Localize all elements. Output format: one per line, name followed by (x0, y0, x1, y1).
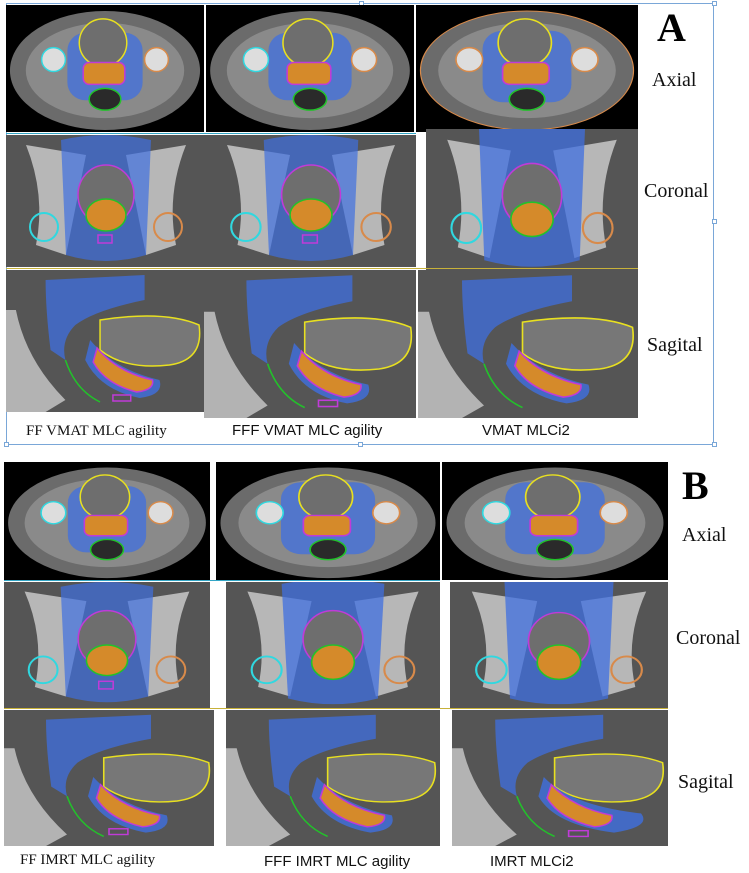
coronal-slice (6, 135, 206, 267)
panel-b-letter: B (682, 463, 709, 508)
ct-sagittal-a1 (6, 270, 204, 412)
ct-axial-b3 (442, 462, 668, 580)
caption-ff-vmat: FF VMAT MLC agility (26, 423, 167, 439)
sagittal-slice (4, 710, 214, 846)
panel-a-letter: A (657, 5, 686, 50)
resize-handle[interactable] (712, 219, 717, 224)
resize-handle[interactable] (712, 1, 717, 6)
caption-fff-imrt: FFF IMRT MLC agility (264, 853, 411, 870)
ct-axial-a3 (416, 5, 638, 132)
ct-axial-a1 (6, 5, 204, 132)
coronal-slice (206, 135, 416, 267)
coronal-slice (4, 582, 210, 708)
separator-line (4, 708, 668, 709)
caption-fff-vmat: FFF VMAT MLC agility (232, 422, 383, 439)
sagittal-slice (418, 270, 638, 418)
axial-slice (419, 10, 635, 131)
coronal-label: Coronal (676, 627, 741, 649)
ct-sagittal-b1 (4, 710, 214, 846)
coronal-label: Coronal (644, 180, 709, 202)
separator-line (4, 580, 440, 581)
axial-slice (446, 467, 664, 579)
sagittal-slice (226, 710, 440, 846)
separator-line (6, 268, 638, 269)
ct-sagittal-b2 (226, 710, 440, 846)
separator-line (6, 133, 416, 134)
caption-imrt-mlci2: IMRT MLCi2 (490, 853, 574, 870)
ct-axial-a2 (206, 5, 414, 132)
axial-slice (8, 467, 206, 579)
sagittal-slice (204, 270, 416, 418)
axial-slice (210, 10, 410, 131)
axial-label: Axial (652, 69, 697, 91)
coronal-slice (426, 129, 638, 271)
sagittal-label: Sagital (647, 334, 703, 356)
sagittal-label: Sagital (678, 771, 734, 793)
ct-sagittal-b3 (452, 710, 668, 846)
ct-sagittal-a3 (418, 270, 638, 418)
resize-handle[interactable] (4, 442, 9, 447)
ct-coronal-b1 (4, 582, 210, 708)
coronal-slice (226, 582, 440, 708)
axial-slice (220, 467, 436, 579)
sagittal-slice (452, 710, 668, 846)
sagittal-slice (6, 270, 204, 412)
caption-vmat-mlci2: VMAT MLCi2 (482, 422, 570, 439)
resize-handle[interactable] (712, 442, 717, 447)
ct-axial-b1 (4, 462, 210, 580)
resize-handle[interactable] (358, 442, 363, 447)
ct-sagittal-a2 (204, 270, 416, 418)
ct-coronal-a2 (206, 135, 416, 267)
ct-axial-b2 (216, 462, 440, 580)
ct-coronal-a1 (6, 135, 206, 267)
axial-label: Axial (682, 524, 727, 546)
ct-coronal-a3 (426, 129, 638, 271)
axial-slice (9, 10, 201, 131)
caption-ff-imrt: FF IMRT MLC agility (20, 852, 156, 868)
ct-coronal-b3 (450, 582, 668, 708)
ct-coronal-b2 (226, 582, 440, 708)
coronal-slice (450, 582, 668, 708)
